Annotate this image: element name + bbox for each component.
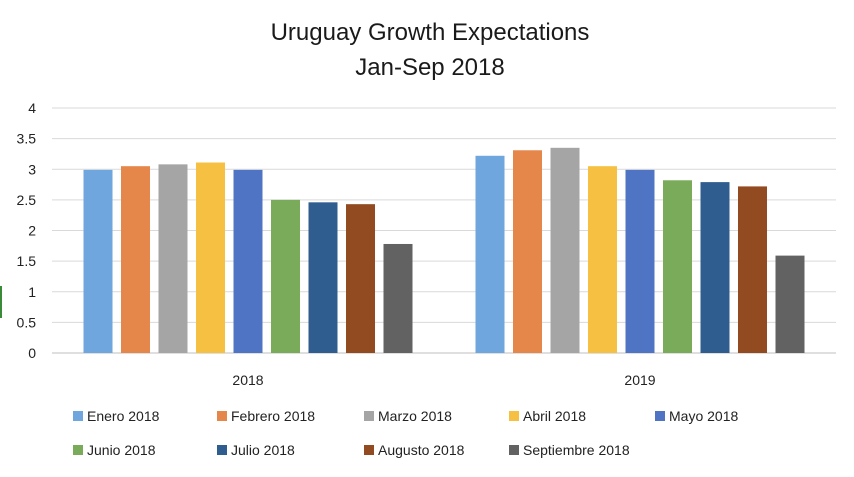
- legend-item: Julio 2018: [217, 442, 295, 458]
- legend-item: Marzo 2018: [364, 408, 452, 424]
- bar: [271, 199, 300, 353]
- chart-subtitle: Jan-Sep 2018: [355, 54, 504, 81]
- bar: [475, 155, 505, 353]
- x-tick-label: 2019: [624, 372, 655, 388]
- legend-label: Septiembre 2018: [523, 442, 630, 458]
- bar: [158, 164, 188, 353]
- legend-swatch: [655, 411, 665, 421]
- legend-label: Julio 2018: [231, 442, 295, 458]
- bar: [663, 180, 692, 353]
- legend-label: Mayo 2018: [669, 408, 738, 424]
- window-edge-marker: [0, 286, 2, 318]
- y-tick-label: 4: [28, 100, 36, 116]
- legend-swatch: [217, 411, 227, 421]
- y-tick-label: 0.5: [17, 314, 37, 330]
- bar: [625, 169, 655, 353]
- chart-title: Uruguay Growth Expectations: [271, 19, 590, 46]
- legend-item: Febrero 2018: [217, 408, 315, 424]
- legend-label: Marzo 2018: [378, 408, 452, 424]
- bar: [588, 166, 617, 353]
- y-tick-label: 1.5: [17, 253, 37, 269]
- legend-item: Septiembre 2018: [509, 442, 630, 458]
- legend-swatch: [73, 411, 83, 421]
- bar: [700, 182, 730, 353]
- x-tick-label: 2018: [232, 372, 263, 388]
- legend-swatch: [509, 445, 519, 455]
- y-axis: 0 0.5 1 1.5 2 2.5 3 3.5 4: [17, 100, 37, 361]
- legend-item: Enero 2018: [73, 408, 160, 424]
- y-tick-label: 1: [28, 284, 36, 300]
- legend-label: Augusto 2018: [378, 442, 465, 458]
- bar: [383, 243, 413, 353]
- y-tick-label: 2: [28, 223, 36, 239]
- legend-item: Junio 2018: [73, 442, 156, 458]
- legend-swatch: [509, 411, 519, 421]
- legend-swatch: [364, 445, 374, 455]
- bar: [738, 186, 767, 353]
- bar: [233, 169, 263, 353]
- bars: [83, 147, 805, 353]
- legend-swatch: [364, 411, 374, 421]
- bar: [83, 169, 113, 353]
- legend-item: Augusto 2018: [364, 442, 465, 458]
- bar: [550, 147, 580, 353]
- legend-label: Junio 2018: [87, 442, 156, 458]
- y-tick-label: 0: [28, 345, 36, 361]
- x-axis: 2018 2019: [232, 372, 655, 388]
- bar: [346, 204, 375, 353]
- bar: [513, 150, 542, 353]
- legend-item: Abril 2018: [509, 408, 586, 424]
- legend: Enero 2018 Febrero 2018 Marzo 2018 Abril 20…: [73, 408, 738, 458]
- legend-item: Mayo 2018: [655, 408, 738, 424]
- legend-label: Abril 2018: [523, 408, 586, 424]
- y-tick-label: 3.5: [17, 131, 37, 147]
- bar: [121, 166, 150, 353]
- bar: [196, 162, 225, 353]
- legend-label: Enero 2018: [87, 408, 160, 424]
- legend-label: Febrero 2018: [231, 408, 315, 424]
- bar: [775, 255, 805, 353]
- legend-swatch: [73, 445, 83, 455]
- y-tick-label: 2.5: [17, 192, 37, 208]
- legend-swatch: [217, 445, 227, 455]
- y-tick-label: 3: [28, 161, 36, 177]
- bar: [308, 202, 338, 353]
